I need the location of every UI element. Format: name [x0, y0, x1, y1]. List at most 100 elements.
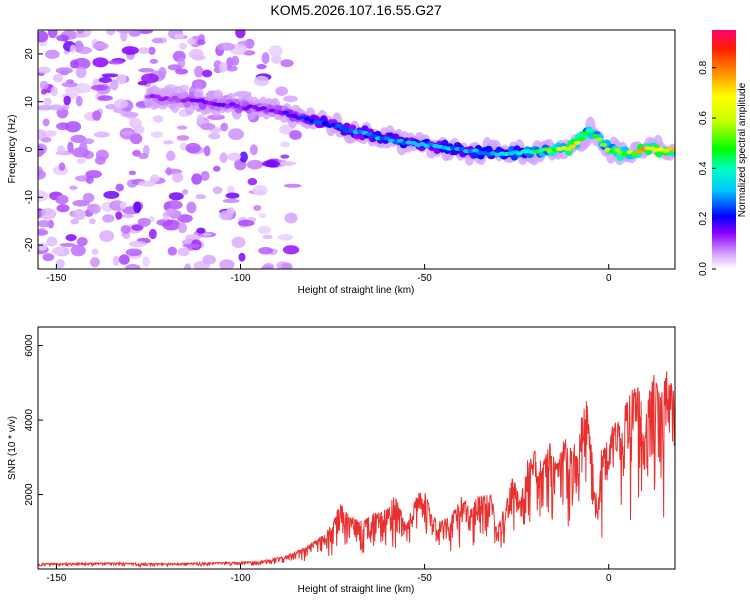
- noise-blob: [218, 62, 228, 73]
- noise-blob: [61, 81, 78, 88]
- noise-blob: [125, 248, 143, 257]
- noise-blob: [58, 194, 68, 202]
- noise-blob: [42, 118, 50, 127]
- noise-blob: [138, 68, 155, 73]
- noise-blob: [212, 165, 221, 172]
- noise-blob: [101, 73, 119, 78]
- noise-blob: [256, 64, 267, 70]
- noise-blob: [85, 175, 94, 184]
- noise-blob: [164, 200, 183, 210]
- noise-blob: [162, 219, 181, 231]
- noise-blob: [42, 253, 55, 262]
- snr-panel: -150 -100 -50 0 2000 4000 6000 Height of stra…: [7, 326, 676, 595]
- y-tick-label: 2000: [24, 483, 35, 506]
- x-tick-label: -50: [417, 273, 432, 284]
- noise-blob: [76, 237, 88, 247]
- noise-blob: [69, 185, 78, 190]
- noise-blob: [260, 265, 274, 269]
- noise-blob: [258, 246, 273, 255]
- ridge-core: [600, 142, 608, 147]
- noise-blob: [47, 30, 58, 39]
- y-tick-label: 20: [24, 48, 35, 60]
- noise-blob: [193, 81, 203, 89]
- noise-blob: [253, 204, 262, 212]
- noise-blob: [138, 180, 156, 187]
- ridge-core: [564, 146, 572, 151]
- noise-blob: [116, 73, 127, 85]
- colorbar-tick-label: 0.4: [698, 161, 709, 175]
- x-tick-label: -50: [417, 573, 432, 584]
- noise-blob: [196, 227, 206, 234]
- ridge-core: [591, 133, 599, 138]
- noise-blob: [216, 42, 235, 51]
- y-tick-label: 4000: [24, 409, 35, 432]
- noise-blob: [275, 86, 289, 96]
- noise-blob: [56, 34, 69, 42]
- noise-blob: [38, 30, 49, 43]
- noise-blob: [193, 65, 204, 78]
- noise-blob: [149, 58, 159, 64]
- noise-blob: [39, 80, 49, 90]
- noise-blob: [103, 190, 120, 199]
- noise-blob: [284, 212, 298, 224]
- colorbar-tick-label: 0.6: [698, 111, 709, 125]
- ridge-core: [595, 137, 603, 142]
- ridge-core: [396, 138, 404, 143]
- noise-blob: [280, 59, 294, 68]
- noise-blob: [158, 66, 167, 79]
- noise-blob: [142, 256, 150, 268]
- noise-blob: [138, 47, 150, 55]
- noise-blob: [38, 190, 49, 202]
- noise-blob: [128, 170, 137, 176]
- noise-blob: [125, 112, 139, 118]
- noise-blob: [75, 31, 86, 39]
- noise-blob: [203, 145, 211, 157]
- noise-blob: [200, 170, 210, 182]
- noise-blob: [222, 198, 240, 204]
- noise-blob: [70, 244, 86, 257]
- noise-blob: [102, 214, 115, 223]
- noise-blob: [77, 46, 92, 55]
- noise-blob: [112, 255, 119, 266]
- noise-blob: [231, 236, 246, 248]
- noise-blob: [226, 152, 242, 161]
- noise-blob: [279, 124, 294, 135]
- ridge-core: [577, 137, 585, 142]
- noise-blob: [283, 95, 298, 103]
- noise-blob: [106, 30, 116, 36]
- noise-blob: [142, 145, 150, 156]
- x-tick-label: -150: [46, 573, 66, 584]
- noise-blob: [92, 42, 109, 50]
- noise-blob: [121, 46, 139, 55]
- noise-blob: [257, 226, 271, 234]
- noise-blob: [116, 30, 134, 34]
- noise-blob: [177, 214, 193, 223]
- colorbar-tick-label: 0.0: [698, 262, 709, 276]
- noise-blob: [201, 232, 212, 237]
- noise-blob: [38, 210, 43, 219]
- y-tick-label: -10: [24, 190, 35, 205]
- ridge-core: [321, 121, 329, 126]
- noise-blob: [177, 247, 190, 257]
- noise-blob: [168, 192, 184, 201]
- noise-blob: [97, 95, 113, 101]
- y-tick-label: -20: [24, 237, 35, 252]
- noise-blob: [201, 69, 213, 78]
- noise-blob: [246, 159, 264, 170]
- snr-frame: [37, 326, 676, 570]
- noise-blob: [231, 55, 240, 66]
- noise-blob: [141, 73, 159, 84]
- noise-blob: [165, 167, 172, 176]
- noise-blob: [120, 225, 131, 234]
- noise-blob: [258, 213, 267, 218]
- noise-blob: [69, 44, 76, 54]
- noise-blob: [186, 38, 196, 45]
- noise-blob: [92, 57, 109, 68]
- noise-blob: [167, 246, 177, 256]
- noise-blob: [271, 55, 282, 64]
- snr-x-axis-label: Height of straight line (km): [298, 584, 415, 595]
- noise-blob: [137, 30, 153, 35]
- ridge-core: [635, 149, 643, 154]
- ridge-core: [670, 147, 675, 152]
- noise-blob: [261, 52, 270, 65]
